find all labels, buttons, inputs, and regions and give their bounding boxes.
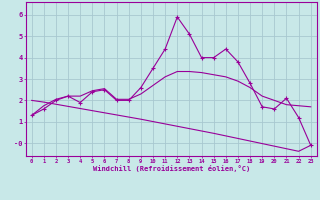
X-axis label: Windchill (Refroidissement éolien,°C): Windchill (Refroidissement éolien,°C) xyxy=(92,165,250,172)
